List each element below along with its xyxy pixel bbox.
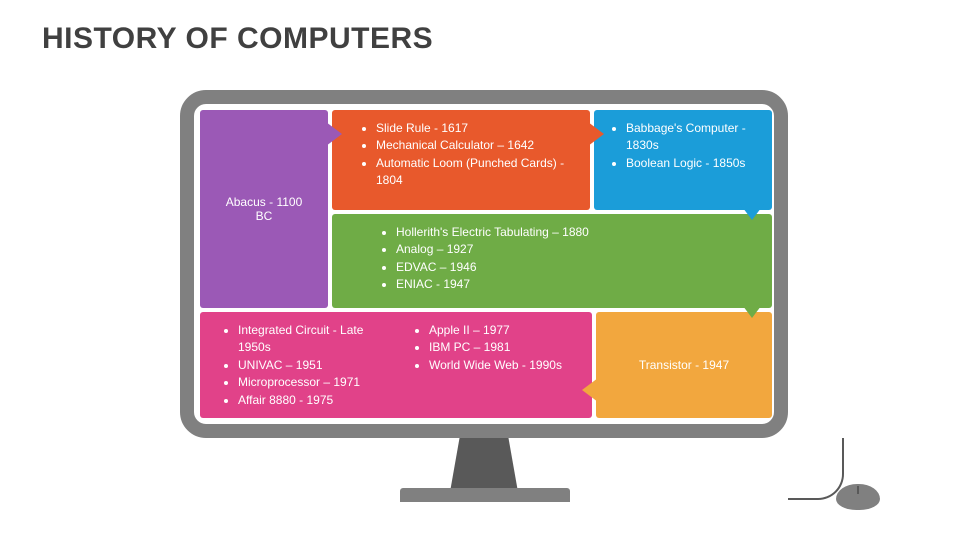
monitor-stand-neck	[450, 438, 518, 492]
mouse-icon	[836, 484, 880, 510]
list-item: Affair 8880 - 1975	[238, 392, 391, 409]
list-item: IBM PC – 1981	[429, 339, 582, 356]
monitor-stand-base	[400, 488, 570, 502]
list-item: UNIVAC – 1951	[238, 357, 391, 374]
block-abacus-label: Abacus - 1100 BC	[216, 195, 312, 223]
list-item: Babbage's Computer - 1830s	[626, 120, 760, 155]
block-transistor-label: Transistor - 1947	[639, 358, 729, 372]
block-early-mechanical: Slide Rule - 1617Mechanical Calculator –…	[332, 110, 590, 210]
list-item: Slide Rule - 1617	[376, 120, 578, 137]
block-modern: Integrated Circuit - Late 1950sUNIVAC – …	[200, 312, 592, 418]
block-modern-list-1: Integrated Circuit - Late 1950sUNIVAC – …	[220, 322, 391, 409]
block-transistor: Transistor - 1947	[596, 312, 772, 418]
list-item: EDVAC – 1946	[396, 259, 762, 276]
list-item: Integrated Circuit - Late 1950s	[238, 322, 391, 357]
list-item: Apple II – 1977	[429, 322, 582, 339]
list-item: Mechanical Calculator – 1642	[376, 137, 578, 154]
list-item: Boolean Logic - 1850s	[626, 155, 760, 172]
list-item: World Wide Web - 1990s	[429, 357, 582, 374]
arrow-blue	[740, 204, 764, 220]
list-item: Analog – 1927	[396, 241, 762, 258]
block-babbage-list: Babbage's Computer - 1830sBoolean Logic …	[608, 120, 760, 172]
list-item: Hollerith's Electric Tabulating – 1880	[396, 224, 762, 241]
mouse-wire	[788, 438, 844, 500]
block-electromechanical: Hollerith's Electric Tabulating – 1880An…	[332, 214, 772, 308]
monitor-frame: Abacus - 1100 BC Slide Rule - 1617Mechan…	[180, 90, 788, 438]
block-abacus: Abacus - 1100 BC	[200, 110, 328, 308]
block-electromechanical-list: Hollerith's Electric Tabulating – 1880An…	[378, 224, 762, 294]
arrow-yellow	[582, 378, 598, 402]
arrow-green	[740, 302, 764, 318]
block-early-mechanical-list: Slide Rule - 1617Mechanical Calculator –…	[358, 120, 578, 190]
arrow-purple	[326, 122, 342, 146]
list-item: Automatic Loom (Punched Cards) - 1804	[376, 155, 578, 190]
slide-title: HISTORY OF COMPUTERS	[42, 22, 433, 56]
list-item: ENIAC - 1947	[396, 276, 762, 293]
block-modern-list-2: Apple II – 1977IBM PC – 1981World Wide W…	[411, 322, 582, 409]
list-item: Microprocessor – 1971	[238, 374, 391, 391]
block-babbage: Babbage's Computer - 1830sBoolean Logic …	[594, 110, 772, 210]
arrow-orange	[588, 122, 604, 146]
monitor-screen: Abacus - 1100 BC Slide Rule - 1617Mechan…	[200, 110, 768, 418]
